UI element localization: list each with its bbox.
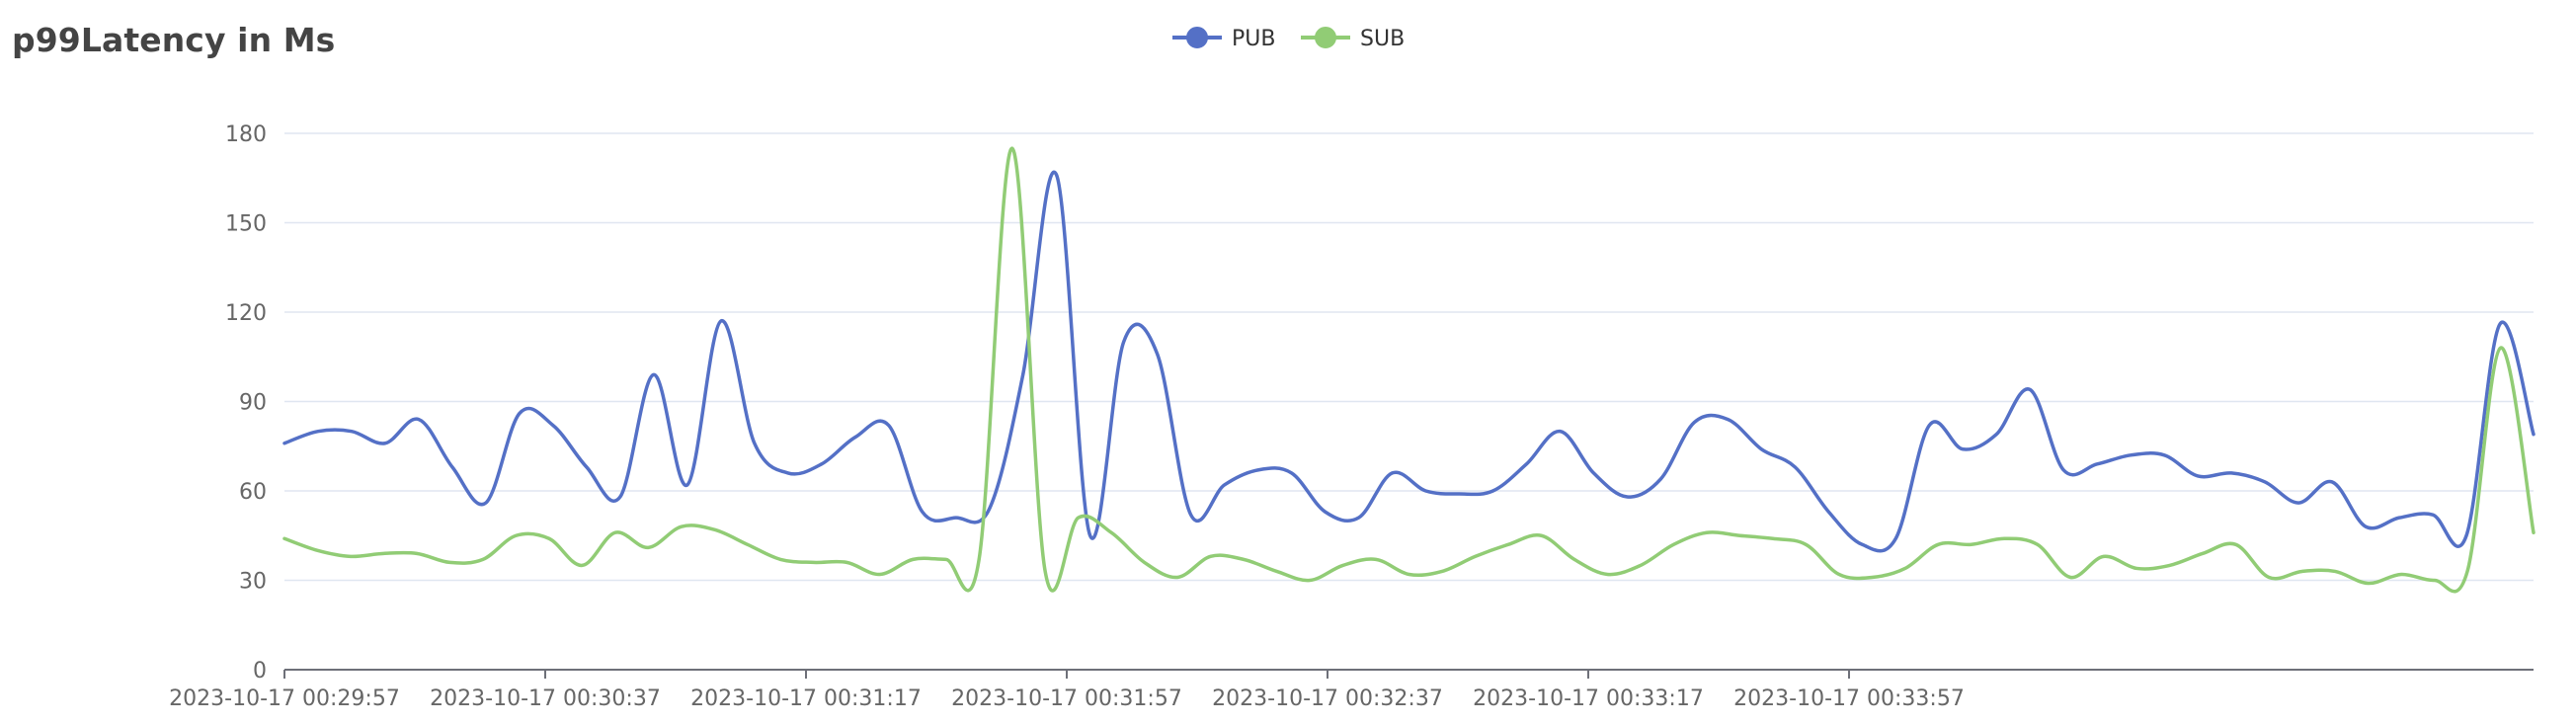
legend-marker-icon [1186, 27, 1208, 48]
x-tick-label: 2023-10-17 00:31:17 [690, 686, 922, 711]
x-tick-label: 2023-10-17 00:30:37 [430, 686, 661, 711]
legend-item-sub[interactable]: SUB [1301, 27, 1405, 51]
y-tick-label: 120 [225, 301, 267, 326]
series-sub [282, 146, 2536, 594]
y-tick-label: 0 [253, 659, 267, 684]
series-line-sub[interactable] [282, 146, 2536, 594]
y-tick-label: 30 [239, 570, 267, 595]
x-tick-label: 2023-10-17 00:29:57 [169, 686, 400, 711]
series-pub [282, 170, 2536, 553]
x-tick-label: 2023-10-17 00:33:17 [1473, 686, 1704, 711]
grid-lines [284, 132, 2534, 582]
y-tick-label: 150 [225, 212, 267, 237]
y-tick-label: 180 [225, 122, 267, 147]
y-axis: 0 30 60 90 120 150 180 [225, 122, 267, 684]
y-tick-label: 60 [239, 480, 267, 505]
series-line-pub[interactable] [282, 170, 2536, 553]
legend-item-pub[interactable]: PUB [1172, 27, 1275, 51]
x-tick-label: 2023-10-17 00:33:57 [1733, 686, 1965, 711]
legend-marker-icon [1315, 27, 1336, 48]
y-tick-label: 90 [239, 391, 267, 416]
x-tick-label: 2023-10-17 00:31:57 [951, 686, 1182, 711]
x-axis: 2023-10-17 00:29:57 2023-10-17 00:30:37 20… [169, 669, 2534, 711]
chart-title: p99Latency in Ms [12, 21, 336, 59]
x-tick-label: 2023-10-17 00:32:37 [1212, 686, 1443, 711]
series-lines [282, 146, 2536, 594]
legend: PUB SUB [1172, 27, 1405, 51]
legend-label: SUB [1360, 27, 1405, 51]
legend-label: PUB [1232, 27, 1275, 51]
